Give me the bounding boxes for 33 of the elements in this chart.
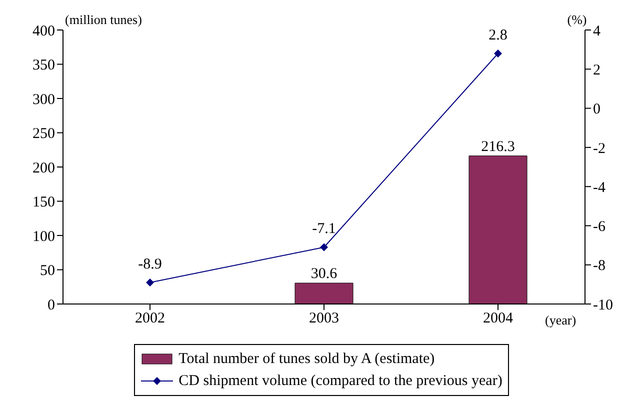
x-tick-label: 2004 (483, 310, 514, 327)
y-axis-title: (million tunes) (65, 12, 142, 27)
y-tick-label: 0 (48, 297, 55, 314)
y-tick-label: 300 (32, 92, 55, 108)
y2-tick-label: -6 (593, 219, 606, 236)
y-tick-label: 250 (32, 126, 55, 142)
point (146, 278, 154, 286)
y-tick-label: 100 (32, 228, 55, 245)
y-tick-label: 50 (40, 263, 55, 280)
y2-tick-label: -4 (593, 180, 606, 196)
data-label: 30.6 (310, 266, 338, 282)
x-tick-label: 2003 (309, 310, 339, 327)
y2-tick-label: 0 (593, 102, 600, 118)
y2-tick-label: -2 (593, 140, 606, 157)
data-label: 216.3 (481, 138, 515, 155)
x-tick-label: 2002 (135, 310, 165, 327)
y-tick-label: 150 (32, 194, 55, 211)
data-label: -7.1 (312, 221, 336, 238)
y-tick-label: 200 (32, 160, 55, 176)
legend-label: CD shipment volume (compared to the previous year) (178, 372, 502, 391)
y2-axis-title: (%) (567, 12, 587, 27)
data-label: 2.8 (488, 27, 508, 44)
y2-tick-label: 2 (593, 62, 600, 78)
legend-label: Total number of tunes sold by A (estimate) (178, 350, 435, 369)
x-axis-title: (year) (545, 312, 576, 328)
point (494, 49, 502, 58)
data-label: -8.9 (138, 256, 162, 272)
y2-tick-label: -10 (593, 297, 613, 314)
y-tick-label: 400 (32, 23, 55, 40)
point (320, 243, 328, 252)
y-tick-label: 350 (32, 58, 55, 74)
y2-tick-label: 4 (593, 23, 601, 40)
y2-tick-label: -8 (593, 258, 606, 274)
